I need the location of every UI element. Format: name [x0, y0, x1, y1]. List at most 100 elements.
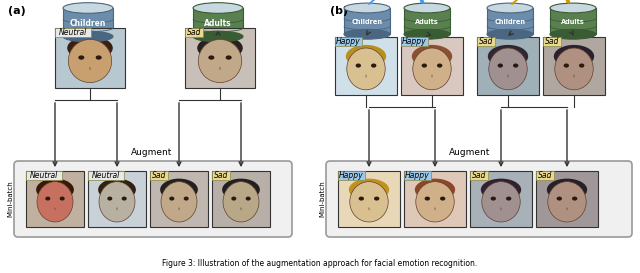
- Text: Happy: Happy: [402, 37, 427, 46]
- Ellipse shape: [99, 182, 135, 222]
- FancyBboxPatch shape: [338, 171, 365, 180]
- Ellipse shape: [349, 179, 389, 201]
- Text: Adults: Adults: [204, 19, 232, 28]
- FancyBboxPatch shape: [185, 28, 202, 37]
- FancyBboxPatch shape: [543, 37, 561, 46]
- FancyBboxPatch shape: [26, 171, 61, 180]
- Text: (a): (a): [8, 6, 26, 16]
- Ellipse shape: [67, 36, 113, 60]
- Ellipse shape: [572, 197, 577, 201]
- Text: Neutral: Neutral: [59, 28, 87, 37]
- FancyBboxPatch shape: [477, 37, 495, 46]
- Ellipse shape: [579, 63, 584, 68]
- Ellipse shape: [481, 179, 521, 201]
- Ellipse shape: [95, 55, 102, 60]
- Ellipse shape: [404, 3, 450, 13]
- Text: Adults: Adults: [415, 19, 439, 25]
- Text: Sad: Sad: [479, 37, 493, 46]
- Bar: [401, 37, 463, 95]
- Ellipse shape: [371, 63, 376, 68]
- Ellipse shape: [198, 39, 242, 83]
- Text: Mini-batch: Mini-batch: [319, 181, 325, 217]
- Text: Children: Children: [495, 19, 525, 25]
- FancyBboxPatch shape: [335, 37, 362, 46]
- Bar: [404, 171, 466, 227]
- Ellipse shape: [223, 182, 259, 222]
- Ellipse shape: [208, 55, 214, 60]
- Bar: [150, 171, 208, 227]
- Ellipse shape: [350, 182, 388, 222]
- Ellipse shape: [63, 31, 113, 42]
- Bar: [550, 8, 596, 34]
- Ellipse shape: [415, 179, 455, 201]
- Bar: [185, 28, 255, 88]
- Ellipse shape: [160, 179, 198, 201]
- Text: Sad: Sad: [472, 171, 486, 180]
- Ellipse shape: [193, 3, 243, 13]
- Ellipse shape: [231, 197, 236, 201]
- FancyBboxPatch shape: [88, 171, 124, 180]
- Ellipse shape: [68, 39, 112, 83]
- Bar: [536, 171, 598, 227]
- Ellipse shape: [488, 45, 528, 68]
- Text: Sad: Sad: [152, 171, 166, 180]
- Ellipse shape: [78, 55, 84, 60]
- Text: Neutral: Neutral: [29, 171, 58, 180]
- Text: Augment: Augment: [449, 148, 491, 157]
- Bar: [470, 171, 532, 227]
- FancyBboxPatch shape: [55, 28, 90, 37]
- Ellipse shape: [246, 197, 251, 201]
- Ellipse shape: [60, 197, 65, 201]
- Ellipse shape: [404, 29, 450, 39]
- Ellipse shape: [513, 63, 518, 68]
- Ellipse shape: [222, 179, 260, 201]
- Ellipse shape: [356, 63, 361, 68]
- Ellipse shape: [422, 63, 427, 68]
- Text: Happy: Happy: [405, 171, 429, 180]
- Ellipse shape: [482, 182, 520, 222]
- Bar: [543, 37, 605, 95]
- Ellipse shape: [487, 3, 533, 13]
- Text: Sad: Sad: [214, 171, 228, 180]
- Ellipse shape: [413, 48, 451, 90]
- Text: Neutral: Neutral: [92, 171, 120, 180]
- Ellipse shape: [491, 197, 496, 201]
- Text: Children: Children: [70, 19, 106, 28]
- Bar: [338, 171, 400, 227]
- Ellipse shape: [45, 197, 51, 201]
- Ellipse shape: [358, 197, 364, 201]
- Text: Happy: Happy: [339, 171, 364, 180]
- Ellipse shape: [550, 29, 596, 39]
- Bar: [193, 8, 243, 37]
- Ellipse shape: [36, 179, 74, 201]
- FancyArrowPatch shape: [512, 0, 570, 4]
- Ellipse shape: [557, 197, 562, 201]
- Text: Sad: Sad: [187, 28, 201, 37]
- Ellipse shape: [170, 197, 174, 201]
- Ellipse shape: [344, 29, 390, 39]
- Ellipse shape: [424, 197, 430, 201]
- FancyBboxPatch shape: [326, 161, 632, 237]
- Ellipse shape: [555, 48, 593, 90]
- Ellipse shape: [489, 48, 527, 90]
- Bar: [63, 8, 113, 37]
- FancyBboxPatch shape: [404, 171, 431, 180]
- Ellipse shape: [498, 63, 503, 68]
- FancyBboxPatch shape: [470, 171, 488, 180]
- Text: Augment: Augment: [131, 148, 173, 157]
- FancyBboxPatch shape: [401, 37, 428, 46]
- Ellipse shape: [347, 48, 385, 90]
- Bar: [487, 8, 533, 34]
- Ellipse shape: [197, 36, 243, 60]
- Ellipse shape: [37, 182, 73, 222]
- Bar: [212, 171, 270, 227]
- Ellipse shape: [547, 179, 587, 201]
- Bar: [55, 28, 125, 88]
- Ellipse shape: [487, 29, 533, 39]
- Bar: [344, 8, 390, 34]
- Ellipse shape: [226, 55, 232, 60]
- Ellipse shape: [122, 197, 127, 201]
- FancyBboxPatch shape: [536, 171, 554, 180]
- Ellipse shape: [184, 197, 189, 201]
- Ellipse shape: [506, 197, 511, 201]
